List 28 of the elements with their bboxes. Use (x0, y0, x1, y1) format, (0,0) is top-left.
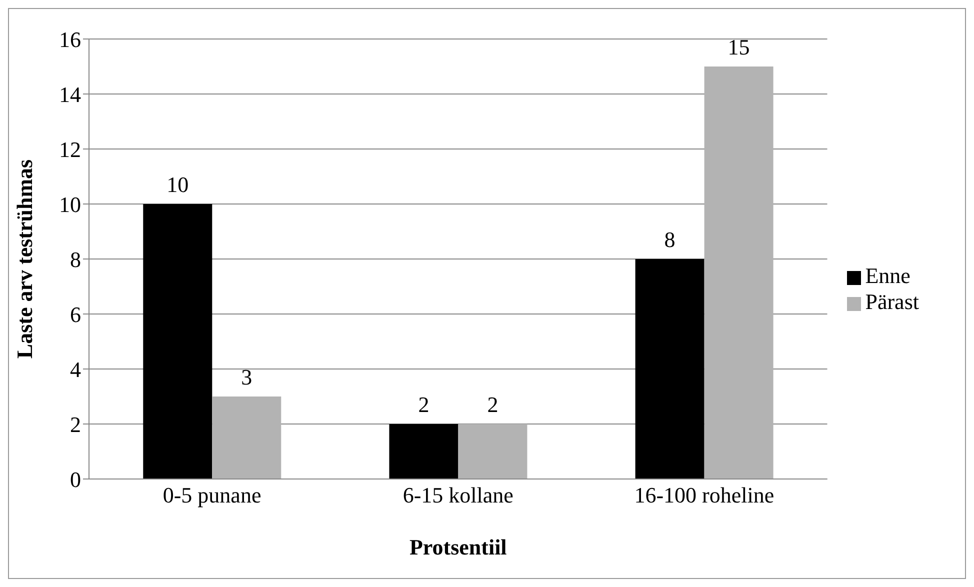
y-tick-label: 4 (70, 356, 81, 382)
y-tick-label: 16 (59, 26, 81, 52)
bar (143, 204, 212, 479)
y-axis-title: Laste arv testrühmas (12, 158, 37, 359)
data-label: 3 (241, 364, 252, 390)
data-label: 2 (487, 392, 498, 417)
x-tick-label: 6-15 kollane (402, 482, 514, 508)
bar (212, 396, 282, 479)
data-label: 2 (418, 392, 430, 417)
y-tick-label: 14 (59, 82, 81, 107)
y-tick-label: 2 (70, 412, 81, 437)
bar (704, 66, 774, 479)
x-tick-label: 0-5 punane (162, 482, 262, 508)
legend-label: Pärast (865, 289, 919, 314)
x-tick-label: 16-100 roheline (634, 482, 774, 508)
bar (458, 424, 528, 479)
y-tick-label: 8 (70, 246, 81, 272)
y-tick-label: 12 (59, 136, 81, 162)
bar (389, 424, 458, 479)
data-label: 15 (728, 34, 750, 60)
bar (635, 259, 704, 479)
y-tick-label: 6 (70, 302, 81, 327)
y-tick-label: 0 (70, 466, 81, 492)
data-label: 8 (664, 227, 676, 252)
y-tick-label: 10 (59, 192, 81, 217)
x-axis-title: Protsentiil (409, 534, 507, 560)
legend-label: Enne (865, 263, 910, 288)
data-label: 10 (166, 172, 189, 197)
